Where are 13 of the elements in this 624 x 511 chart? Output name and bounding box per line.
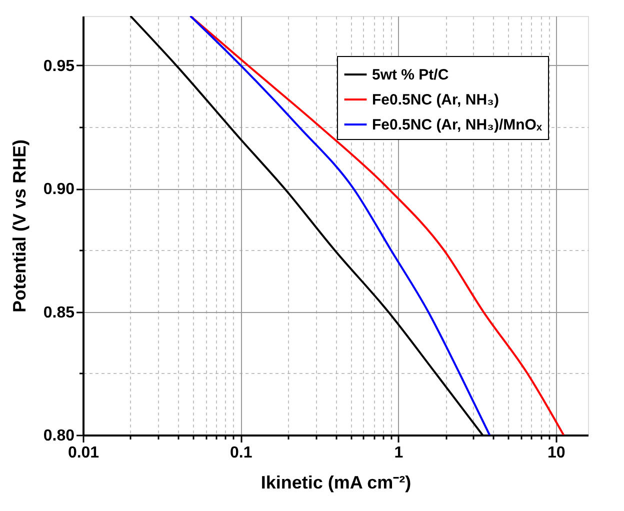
y-tick-label: 0.90 [43, 181, 75, 198]
x-tick-label: 0.01 [68, 444, 100, 462]
x-axis-title: Ikinetic (mA cm⁻²) [260, 472, 412, 492]
legend-label: Fe0.5NC (Ar, NH₃) [372, 92, 499, 108]
legend-label: 5wt % Pt/C [372, 66, 449, 84]
x-tick-label: 0.1 [230, 444, 252, 462]
y-tick-label: 0.85 [43, 304, 75, 322]
x-tick-label: 10 [547, 444, 566, 462]
y-tick-label: 0.95 [43, 58, 75, 75]
x-tick-label: 1 [394, 444, 404, 462]
legend-label: Fe0.5NC (Ar, NH₃)/MnOₓ [372, 116, 542, 134]
y-tick-label: 0.80 [43, 428, 75, 444]
y-axis-title: Potential (V vs RHE) [9, 139, 30, 313]
